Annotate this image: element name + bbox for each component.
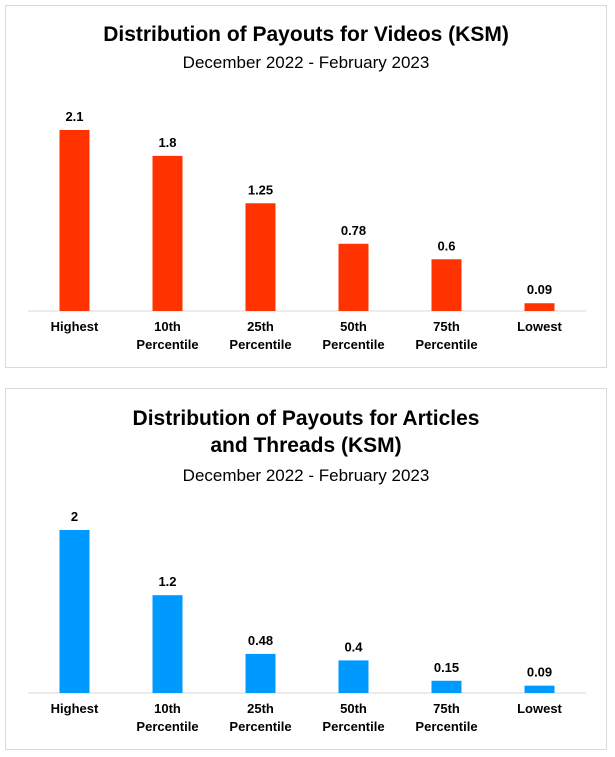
data-label: 0.15 <box>434 660 459 675</box>
bar <box>338 243 369 311</box>
chart-title: Distribution of Payouts for Videos (KSM) <box>103 23 509 46</box>
data-label: 1.2 <box>158 574 176 589</box>
data-label: 0.09 <box>527 282 552 297</box>
x-tick-label: Lowest <box>517 319 562 334</box>
x-tick-label: 10th <box>154 319 181 334</box>
x-tick-label: 75th <box>433 319 460 334</box>
bar <box>524 685 555 693</box>
data-label: 1.8 <box>158 135 176 150</box>
x-tick-label: Percentile <box>229 719 291 734</box>
data-label: 0.4 <box>344 639 363 654</box>
x-tick-label: Percentile <box>322 719 384 734</box>
x-tick-label: Percentile <box>136 337 198 352</box>
x-tick-label: 50th <box>340 701 367 716</box>
x-tick-label: Percentile <box>136 719 198 734</box>
x-tick-label: Percentile <box>229 337 291 352</box>
chart-subtitle: December 2022 - February 2023 <box>182 53 430 72</box>
data-label: 0.78 <box>341 223 366 238</box>
x-tick-label: 50th <box>340 319 367 334</box>
x-tick-label: 25th <box>247 701 274 716</box>
bar <box>152 155 183 311</box>
bar <box>245 203 276 311</box>
data-label: 2 <box>71 509 78 524</box>
bar <box>338 660 369 693</box>
x-tick-label: 10th <box>154 701 181 716</box>
data-label: 1.25 <box>248 182 273 197</box>
articles-threads-bar-chart: 2 Highest 1.2 10th Percentile 0.48 25th Percent… <box>28 509 586 734</box>
x-tick-label: Lowest <box>517 701 562 716</box>
chart-title-line-2: and Threads (KSM) <box>210 434 402 457</box>
chart-subtitle: December 2022 - February 2023 <box>182 466 430 485</box>
bar <box>524 303 555 311</box>
data-label: 0.09 <box>527 665 552 680</box>
bar <box>59 530 90 693</box>
x-tick-label: Percentile <box>322 337 384 352</box>
bar <box>431 680 462 693</box>
videos-bar-chart: 2.1 Highest 1.8 10th Percentile 1.25 25th Perce… <box>28 109 586 352</box>
bar <box>59 130 90 311</box>
videos-chart-panel: Distribution of Payouts for Videos (KSM)… <box>5 5 607 368</box>
bar <box>431 259 462 311</box>
x-tick-label: 25th <box>247 319 274 334</box>
x-tick-label: 75th <box>433 701 460 716</box>
data-label: 0.48 <box>248 633 273 648</box>
x-tick-label: Percentile <box>415 719 477 734</box>
x-tick-label: Highest <box>51 701 99 716</box>
x-tick-label: Highest <box>51 319 99 334</box>
bar <box>152 595 183 693</box>
x-tick-label: Percentile <box>415 337 477 352</box>
bar <box>245 653 276 693</box>
articles-threads-chart-panel: Distribution of Payouts for Articles and… <box>5 388 607 750</box>
chart-title-line-1: Distribution of Payouts for Articles <box>132 407 480 430</box>
data-label: 2.1 <box>65 109 83 124</box>
data-label: 0.6 <box>437 238 455 253</box>
